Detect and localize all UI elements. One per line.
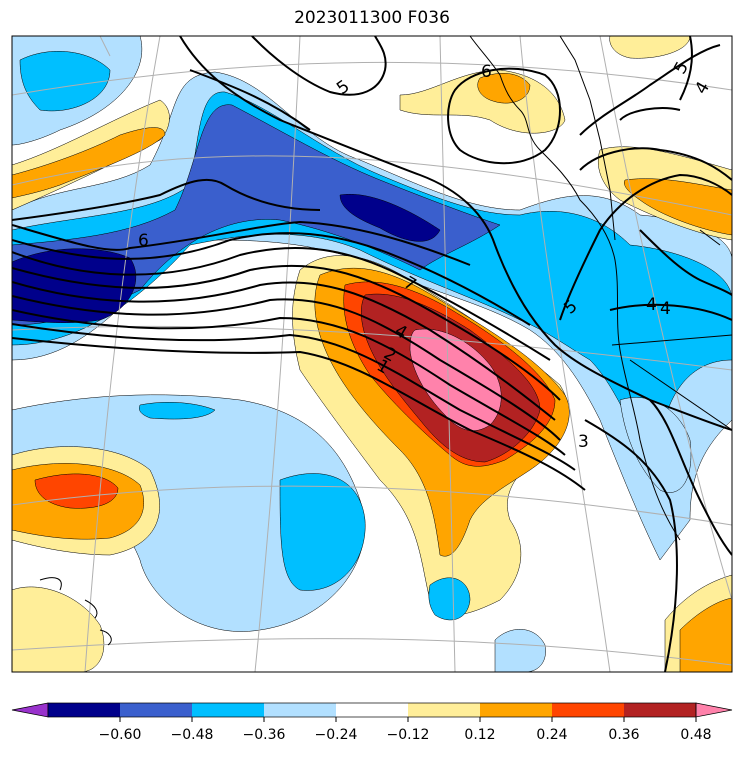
colorbar-tick-label: −0.48 [171, 727, 214, 743]
colorbar-tick-label: 0.48 [680, 727, 711, 743]
colorbar-tick-label: −0.60 [99, 727, 142, 743]
colorbar-tick-label: −0.36 [243, 727, 286, 743]
south-lightblue-spot [494, 629, 546, 672]
map-panel: 5 6 5 4 6 7 4 2 1 5 4 4 3 [12, 36, 732, 672]
colorbar-segment [192, 703, 264, 717]
coastlines [39, 36, 732, 646]
colorbar-segment [264, 703, 336, 717]
colorbar-extend-high [695, 702, 733, 718]
colorbar-tick-label: −0.24 [315, 727, 358, 743]
negative-band-navy-east [339, 193, 441, 242]
contour-label: 6 [481, 62, 492, 82]
contour-label: 6 [138, 231, 149, 251]
colorbar-tick-label: 0.12 [464, 727, 495, 743]
se-orange [679, 597, 732, 672]
ne-topyellow [609, 36, 691, 59]
map-frame [11, 35, 733, 673]
colorbar-segment [336, 703, 408, 717]
colorbar: −0.60 −0.48 −0.36 −0.24 −0.12 0.12 0.24 0.36 0.4… [11, 702, 733, 743]
contour-label: 3 [578, 432, 589, 452]
alaska-orange [477, 73, 531, 104]
sw-yellow [12, 586, 105, 672]
map-title: 2023011300 F036 [294, 8, 450, 28]
colorbar-frame [47, 702, 697, 718]
colorbar-tick-label: −0.12 [387, 727, 430, 743]
colorbar-extend-low [11, 702, 49, 718]
west-cyan [279, 473, 366, 591]
colorbar-tick-label: 0.24 [536, 727, 567, 743]
nw-orange [12, 127, 166, 199]
contour-label: 4 [660, 299, 671, 319]
colorbar-segment [120, 703, 192, 717]
colorbar-segment [480, 703, 552, 717]
west-cyan-small [139, 402, 216, 420]
ne-orange [624, 178, 732, 236]
contour-lines [12, 36, 732, 672]
colorbar-segment [408, 703, 480, 717]
contour-label: 4 [646, 295, 657, 315]
colorbar-segment [48, 703, 120, 717]
south-cyan-spot [428, 577, 471, 621]
colorbar-segment [624, 703, 696, 717]
colorbar-segment [552, 703, 624, 717]
anomaly-shading [12, 36, 732, 672]
negative-band-navy [12, 248, 137, 323]
colorbar-tick-label: 0.36 [608, 727, 639, 743]
